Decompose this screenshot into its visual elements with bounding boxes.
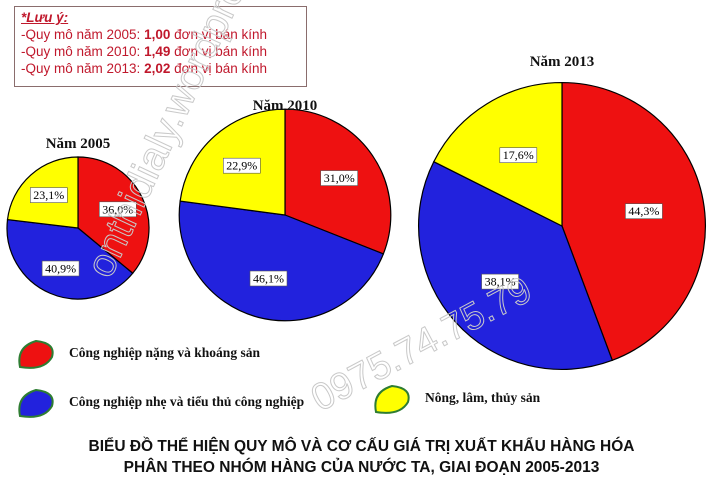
pie-2010: 31,0% 46,1% 22,9% Năm 2010 — [178, 98, 392, 322]
slice-2013-light — [417, 160, 614, 370]
label-box-2013-agri — [499, 147, 538, 163]
label-box-2010-agri — [223, 157, 261, 174]
label-2013-heavy: 44,3% — [628, 204, 659, 218]
legend-label-heavy: Công nghiệp nặng và khoáng sản — [69, 345, 260, 360]
pie-2013: 44,3% 38,1% 17,6% Năm 2013 — [417, 54, 707, 370]
legend-item-light: Công nghiệp nhẹ và tiểu thủ công nghiệp — [18, 388, 304, 418]
label-2010-agri: 22,9% — [226, 159, 257, 173]
legend-item-heavy: Công nghiệp nặng và khoáng sản — [18, 339, 260, 369]
legend: Công nghiệp nặng và khoáng sản Công nghiệ… — [18, 339, 541, 418]
label-2013-agri: 17,6% — [503, 148, 534, 162]
label-2013-light: 38,1% — [485, 275, 516, 289]
label-box-2013-heavy — [625, 203, 663, 219]
note-line-2010: -Quy mô năm 2010: 1,49 đơn vị bán kính — [21, 44, 268, 59]
label-box-2013-light — [481, 273, 519, 290]
label-box-2005-light — [41, 260, 80, 277]
label-2005-light: 40,9% — [45, 262, 76, 276]
scale-note: *Lưu ý: -Quy mô năm 2005: 1,00 đơn vị bá… — [14, 6, 307, 87]
label-box-2010-heavy — [320, 170, 359, 186]
pie-2005: 36,0% 40,9% 23,1% Năm 2005 — [6, 136, 150, 300]
label-box-2005-heavy — [99, 201, 137, 218]
pies-group: 36,0% 40,9% 23,1% Năm 2005 31,0% 46,1% 22,9% Nă… — [6, 54, 707, 370]
label-2010-heavy: 31,0% — [324, 171, 355, 185]
caption-line-1: BIỂU ĐỒ THỂ HIỆN QUY MÔ VÀ CƠ CẤU GIÁ TR… — [88, 438, 635, 455]
pie-title-2010: Năm 2010 — [253, 98, 318, 114]
slice-2013-agri — [433, 81, 563, 227]
note-title: *Lưu ý: — [21, 10, 69, 25]
legend-swatch-agri — [374, 384, 410, 414]
label-box-2005-agri — [29, 187, 68, 203]
label-2005-agri: 23,1% — [33, 188, 64, 202]
legend-item-agri: Nông, lâm, thủy sản — [374, 384, 541, 414]
label-2005-heavy: 36,0% — [102, 202, 133, 216]
pie-title-2005: Năm 2005 — [46, 136, 111, 152]
slice-2005-light — [6, 218, 134, 300]
legend-swatch-heavy — [18, 339, 54, 369]
note-line-2013: -Quy mô năm 2013: 2,02 đơn vị bán kính — [21, 61, 268, 76]
legend-label-light: Công nghiệp nhẹ và tiểu thủ công nghiệp — [69, 394, 304, 409]
slice-2010-light — [178, 200, 385, 322]
label-2010-light: 46,1% — [253, 272, 284, 286]
label-box-2010-light — [249, 270, 288, 287]
pie-title-2013: Năm 2013 — [530, 54, 595, 70]
caption-line-2: PHÂN THEO NHÓM HÀNG CỦA NƯỚC TA, GIAI ĐO… — [123, 459, 600, 476]
chart-caption: BIỂU ĐỒ THỂ HIỆN QUY MÔ VÀ CƠ CẤU GIÁ TR… — [0, 436, 723, 478]
slice-2013-heavy — [561, 81, 707, 362]
legend-label-agri: Nông, lâm, thủy sản — [425, 390, 541, 405]
legend-swatch-light — [18, 388, 54, 418]
note-line-2005: -Quy mô năm 2005: 1,00 đơn vị bán kính — [21, 27, 268, 42]
